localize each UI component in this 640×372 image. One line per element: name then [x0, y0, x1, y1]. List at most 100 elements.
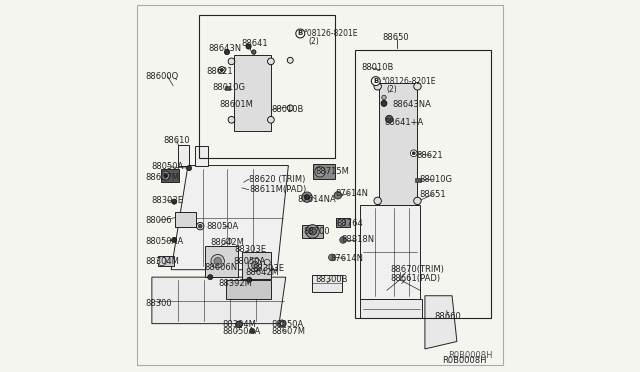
- Text: 88303E: 88303E: [234, 246, 266, 254]
- Circle shape: [157, 257, 166, 266]
- Circle shape: [412, 152, 415, 155]
- Text: 88610: 88610: [164, 136, 190, 145]
- Circle shape: [161, 171, 170, 180]
- Bar: [355, 50, 491, 318]
- Circle shape: [268, 116, 275, 123]
- Text: 88392M: 88392M: [219, 279, 253, 288]
- Text: 88050A: 88050A: [207, 222, 239, 231]
- Text: 88601M: 88601M: [220, 100, 253, 109]
- Circle shape: [214, 257, 221, 265]
- Text: 87614N: 87614N: [330, 254, 364, 263]
- Polygon shape: [158, 256, 174, 266]
- Circle shape: [220, 68, 223, 71]
- Circle shape: [198, 224, 202, 228]
- Polygon shape: [175, 212, 196, 227]
- Text: B: B: [373, 78, 378, 84]
- Text: 88621: 88621: [417, 151, 444, 160]
- Polygon shape: [172, 166, 289, 270]
- Text: 88010B: 88010B: [361, 63, 394, 72]
- Circle shape: [250, 328, 255, 334]
- Text: 88818N: 88818N: [342, 235, 374, 244]
- Bar: [199, 15, 335, 158]
- Circle shape: [287, 105, 293, 111]
- Polygon shape: [335, 218, 349, 227]
- Text: 88006: 88006: [145, 216, 172, 225]
- Polygon shape: [242, 252, 271, 279]
- Circle shape: [371, 77, 380, 86]
- Text: 88600Q: 88600Q: [145, 72, 179, 81]
- Circle shape: [172, 237, 177, 243]
- Text: 87614NA: 87614NA: [298, 195, 337, 203]
- Text: 88303E: 88303E: [252, 264, 284, 273]
- Circle shape: [340, 237, 346, 243]
- Polygon shape: [234, 55, 271, 131]
- Circle shape: [226, 238, 232, 244]
- Text: 88304M: 88304M: [223, 320, 257, 329]
- Text: 88660: 88660: [435, 312, 461, 321]
- Polygon shape: [195, 146, 209, 166]
- Text: 88010G: 88010G: [212, 83, 245, 92]
- Circle shape: [315, 167, 325, 177]
- Circle shape: [413, 83, 421, 90]
- Polygon shape: [152, 277, 286, 324]
- Text: 88641: 88641: [241, 39, 268, 48]
- Text: 88670(TRIM): 88670(TRIM): [390, 265, 445, 274]
- Polygon shape: [178, 145, 189, 166]
- Text: 87614N: 87614N: [335, 189, 368, 198]
- Circle shape: [296, 29, 305, 38]
- Circle shape: [164, 174, 168, 177]
- Text: 88304M: 88304M: [145, 257, 179, 266]
- Text: 88700: 88700: [303, 227, 330, 236]
- Text: 88650: 88650: [383, 33, 409, 42]
- Circle shape: [381, 100, 387, 106]
- Text: 88643NA: 88643NA: [392, 100, 431, 109]
- Bar: [225, 86, 230, 90]
- Polygon shape: [227, 280, 271, 299]
- Circle shape: [305, 195, 310, 200]
- Polygon shape: [205, 246, 238, 277]
- Circle shape: [207, 275, 213, 280]
- Text: °08126-8201E: °08126-8201E: [303, 29, 358, 38]
- Polygon shape: [360, 299, 422, 318]
- Circle shape: [228, 58, 235, 65]
- Circle shape: [381, 95, 386, 100]
- Circle shape: [236, 321, 243, 328]
- Polygon shape: [161, 169, 179, 182]
- Circle shape: [211, 254, 225, 268]
- Text: 88010G: 88010G: [420, 175, 452, 184]
- Circle shape: [306, 225, 319, 238]
- Circle shape: [186, 166, 191, 171]
- Text: 88715M: 88715M: [316, 167, 349, 176]
- Text: 88621: 88621: [207, 67, 233, 76]
- Text: 88303E: 88303E: [152, 196, 184, 205]
- Circle shape: [218, 67, 225, 73]
- Circle shape: [248, 258, 262, 272]
- Circle shape: [328, 254, 335, 261]
- Text: 88050A: 88050A: [271, 320, 303, 329]
- Circle shape: [385, 115, 393, 123]
- Text: 88607M: 88607M: [271, 327, 305, 336]
- Polygon shape: [379, 83, 417, 205]
- Circle shape: [410, 150, 417, 157]
- Text: 88651: 88651: [420, 190, 446, 199]
- Circle shape: [228, 116, 235, 123]
- Circle shape: [251, 261, 259, 269]
- Text: 88642M: 88642M: [246, 268, 280, 277]
- Text: R0B0008H: R0B0008H: [449, 351, 493, 360]
- Text: 88611M(PAD): 88611M(PAD): [250, 185, 307, 194]
- Text: 88050AA: 88050AA: [223, 327, 260, 336]
- Circle shape: [374, 83, 381, 90]
- Circle shape: [172, 199, 177, 204]
- Circle shape: [338, 219, 346, 226]
- Text: 88643N: 88643N: [209, 44, 241, 53]
- Text: 88606N: 88606N: [205, 263, 238, 272]
- Text: 88661(PAD): 88661(PAD): [390, 275, 441, 283]
- Text: 88300: 88300: [145, 299, 172, 308]
- Circle shape: [374, 197, 381, 205]
- Circle shape: [278, 320, 286, 327]
- Text: 88050AA: 88050AA: [145, 237, 184, 246]
- Circle shape: [225, 49, 230, 55]
- Text: 88642M: 88642M: [211, 238, 244, 247]
- Circle shape: [309, 228, 316, 235]
- Circle shape: [268, 58, 275, 65]
